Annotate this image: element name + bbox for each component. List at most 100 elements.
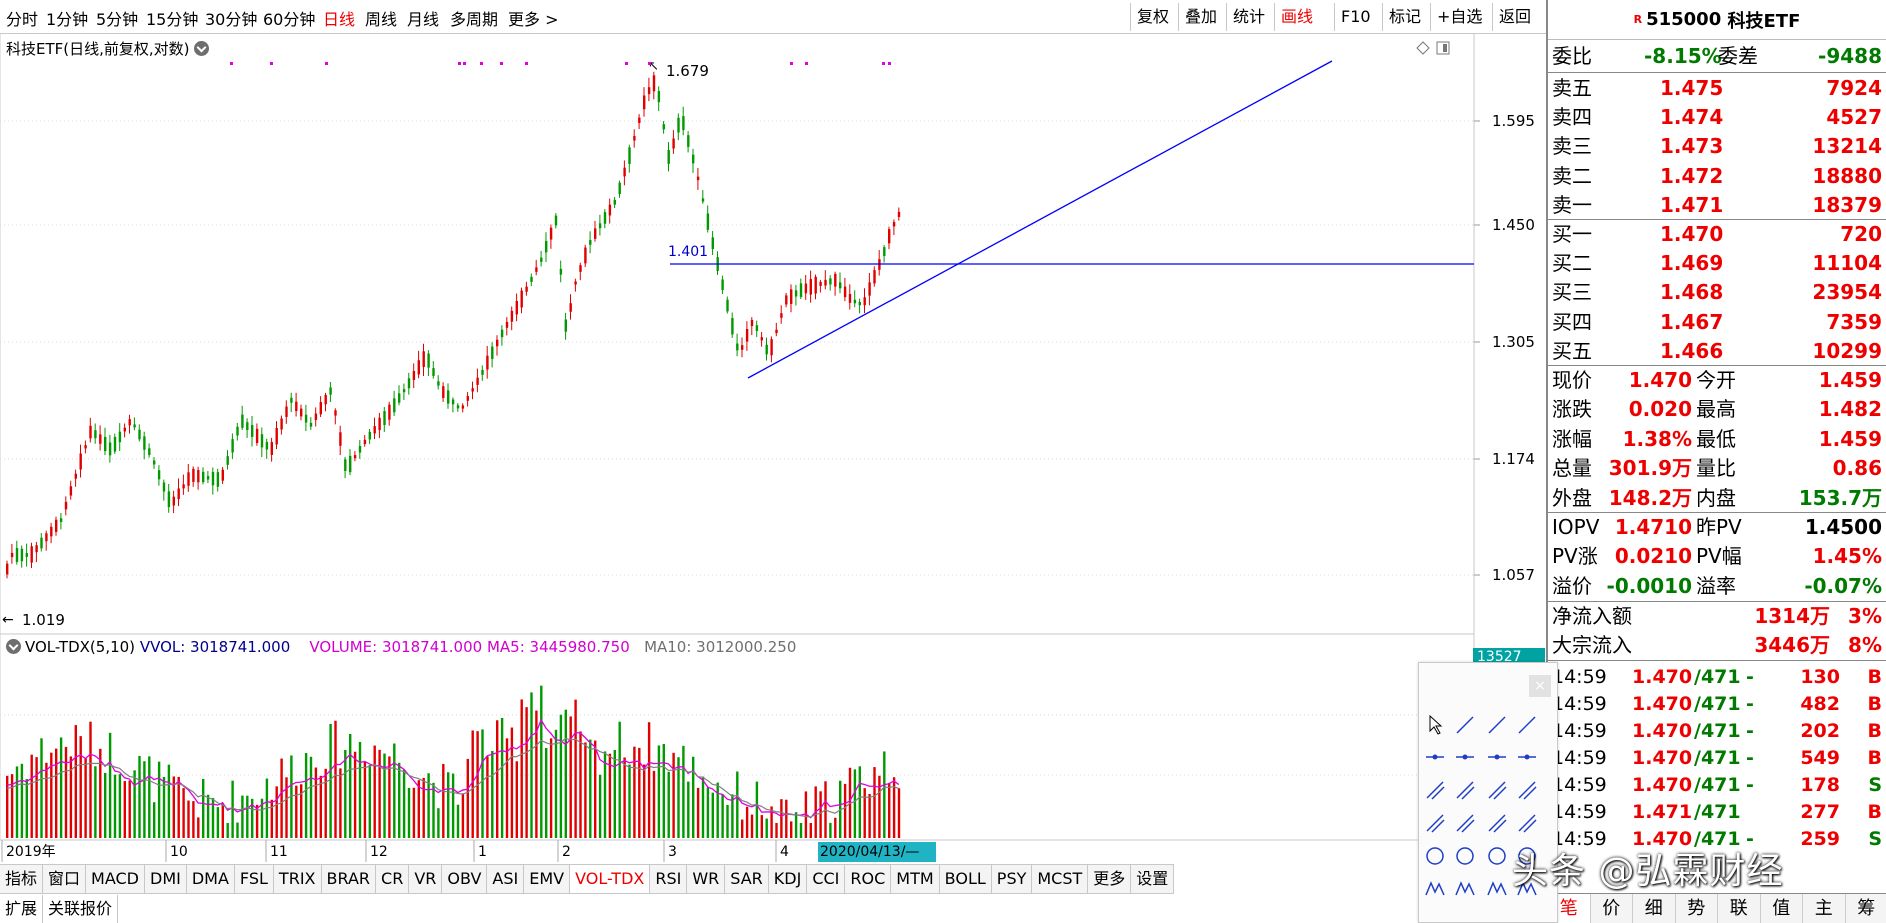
iopv-row[interactable]: 溢价 -0.0010 溢率 -0.07% [1548, 572, 1886, 601]
draw-tool-icon[interactable] [1518, 781, 1537, 800]
mark-button[interactable]: 标记 [1382, 3, 1427, 31]
indicator-tab-12[interactable]: EMV [524, 865, 571, 893]
draw-tool-icon[interactable] [1518, 716, 1536, 734]
flow-row[interactable]: 大宗流入 3446万 8% [1548, 631, 1886, 660]
stats-row[interactable]: 涨幅 1.38% 最低 1.459 [1548, 425, 1886, 454]
draw-tool-icon[interactable] [1426, 754, 1444, 760]
draw-tool-icon[interactable] [1429, 714, 1443, 735]
drawing-tools[interactable] [1419, 663, 1559, 923]
indicator-tab-10[interactable]: OBV [442, 865, 488, 893]
indicator-tab-15[interactable]: WR [687, 865, 726, 893]
draw-tool-icon[interactable] [1518, 754, 1536, 760]
draw-tool-icon[interactable] [1456, 814, 1475, 833]
quote-tab-4[interactable]: 联 [1718, 894, 1761, 923]
drawing-tool-palette[interactable]: × [1418, 662, 1558, 923]
period-multi[interactable]: 多周期 [450, 10, 499, 29]
chevron-down-icon[interactable] [193, 41, 209, 56]
quote-tab-2[interactable]: 细 [1633, 894, 1676, 923]
close-icon[interactable]: × [1529, 675, 1551, 697]
tick-row[interactable]: 14:59 1.470/471- 202 B [1548, 718, 1886, 745]
back-button[interactable]: 返回 [1492, 3, 1537, 31]
bid-row[interactable]: 买一 1.470 720 [1548, 220, 1886, 249]
ask-row[interactable]: 卖三 1.473 13214 [1548, 132, 1886, 161]
ask-row[interactable]: 卖五 1.475 7924 [1548, 74, 1886, 103]
tab-related-quotes[interactable]: 关联报价 [43, 895, 119, 923]
period-weekly[interactable]: 周线 [365, 10, 398, 29]
indicator-tab-18[interactable]: CCI [807, 865, 846, 893]
tick-row[interactable]: 14:59 1.470/471- 482 B [1548, 691, 1886, 718]
ask-row[interactable]: 卖二 1.472 18880 [1548, 162, 1886, 191]
tick-row[interactable]: 14:59 1.470/471- 178 S [1548, 772, 1886, 799]
indicator-tab-4[interactable]: DMA [187, 865, 235, 893]
f10-button[interactable]: F10 [1334, 3, 1377, 31]
indicator-tab-0[interactable]: 指标 [0, 865, 44, 893]
period-60min[interactable]: 60分钟 [263, 10, 316, 29]
draw-line-button[interactable]: 画线 [1274, 3, 1319, 31]
statistics-button[interactable]: 统计 [1226, 3, 1271, 31]
draw-tool-icon[interactable] [1426, 847, 1444, 865]
draw-tool-icon[interactable] [1488, 814, 1507, 833]
period-more[interactable]: 更多 > [508, 10, 559, 29]
tick-row[interactable]: 14:59 1.470/471- 259 S [1548, 826, 1886, 853]
draw-tool-icon[interactable] [1487, 881, 1507, 896]
stats-row[interactable]: 现价 1.470 今开 1.459 [1548, 366, 1886, 395]
draw-tool-icon[interactable] [1488, 716, 1506, 734]
draw-tool-icon[interactable] [1456, 754, 1474, 760]
draw-tool-icon[interactable] [1426, 781, 1445, 800]
draw-tool-icon[interactable] [1426, 814, 1445, 833]
ask-row[interactable]: 卖四 1.474 4527 [1548, 103, 1886, 132]
tick-row[interactable]: 14:59 1.471/471 277 B [1548, 799, 1886, 826]
draw-tool-icon[interactable] [1456, 847, 1474, 865]
period-monthly[interactable]: 月线 [407, 10, 440, 29]
period-fenshi[interactable]: 分时 [6, 10, 39, 29]
iopv-row[interactable]: IOPV 1.4710 昨PV 1.4500 [1548, 513, 1886, 542]
indicator-tab-24[interactable]: 更多 [1088, 865, 1132, 893]
tick-row[interactable]: 14:59 1.470/471- 549 B [1548, 745, 1886, 772]
draw-tool-icon[interactable] [1456, 716, 1474, 734]
draw-tool-icon[interactable] [1518, 847, 1536, 865]
iopv-row[interactable]: PV涨 0.0210 PV幅 1.45% [1548, 542, 1886, 571]
draw-tool-icon[interactable] [1456, 781, 1475, 800]
indicator-tab-8[interactable]: CR [376, 865, 410, 893]
flow-row[interactable]: 净流入额 1314万 3% [1548, 602, 1886, 631]
stats-row[interactable]: 总量 301.9万 量比 0.86 [1548, 454, 1886, 483]
indicator-tab-23[interactable]: MCST [1032, 865, 1089, 893]
indicator-tab-5[interactable]: FSL [235, 865, 274, 893]
stats-row[interactable]: 外盘 148.2万 内盘 153.7万 [1548, 484, 1886, 513]
period-daily[interactable]: 日线 [323, 10, 356, 29]
indicator-tab-25[interactable]: 设置 [1131, 865, 1175, 893]
period-1min[interactable]: 1分钟 [46, 10, 89, 29]
draw-tool-icon[interactable] [1488, 847, 1506, 865]
quote-tab-5[interactable]: 值 [1761, 894, 1803, 923]
overlay-button[interactable]: 叠加 [1178, 3, 1223, 31]
bid-row[interactable]: 买三 1.468 23954 [1548, 278, 1886, 307]
indicator-tab-20[interactable]: MTM [891, 865, 940, 893]
indicator-tab-6[interactable]: TRIX [274, 865, 322, 893]
kline-chart[interactable]: 1.401 1.679 ↖ ← 1.019 1.595 1.450 1.305 1.1… [0, 0, 1546, 864]
indicator-tab-1[interactable]: 窗口 [43, 865, 87, 893]
indicator-tab-11[interactable]: ASI [487, 865, 525, 893]
indicator-tab-2[interactable]: MACD [86, 865, 145, 893]
bid-row[interactable]: 买五 1.466 10299 [1548, 337, 1886, 366]
tick-row[interactable]: 14:59 1.470/471- 130 B [1548, 664, 1886, 691]
period-5min[interactable]: 5分钟 [96, 10, 139, 29]
indicator-tab-19[interactable]: ROC [845, 865, 892, 893]
draw-tool-icon[interactable] [1518, 814, 1537, 833]
indicator-tab-13[interactable]: VOL-TDX [570, 865, 651, 893]
draw-tool-icon[interactable] [1425, 881, 1445, 896]
ask-row[interactable]: 卖一 1.471 18379 [1548, 191, 1886, 220]
diamond-icon[interactable] [1416, 41, 1430, 55]
quote-tab-3[interactable]: 势 [1676, 894, 1718, 923]
indicator-tab-14[interactable]: RSI [650, 865, 688, 893]
fuquan-button[interactable]: 复权 [1130, 3, 1175, 31]
quote-tab-1[interactable]: 价 [1591, 894, 1633, 923]
indicator-tab-16[interactable]: SAR [725, 865, 769, 893]
draw-tool-icon[interactable] [1488, 781, 1507, 800]
bid-row[interactable]: 买四 1.467 7359 [1548, 308, 1886, 337]
period-15min[interactable]: 15分钟 [146, 10, 199, 29]
vol-menu-icon[interactable] [6, 639, 21, 654]
indicator-tab-22[interactable]: PSY [992, 865, 1033, 893]
tab-extend[interactable]: 扩展 [0, 895, 44, 923]
draw-tool-icon[interactable] [1488, 754, 1506, 760]
bid-row[interactable]: 买二 1.469 11104 [1548, 249, 1886, 278]
